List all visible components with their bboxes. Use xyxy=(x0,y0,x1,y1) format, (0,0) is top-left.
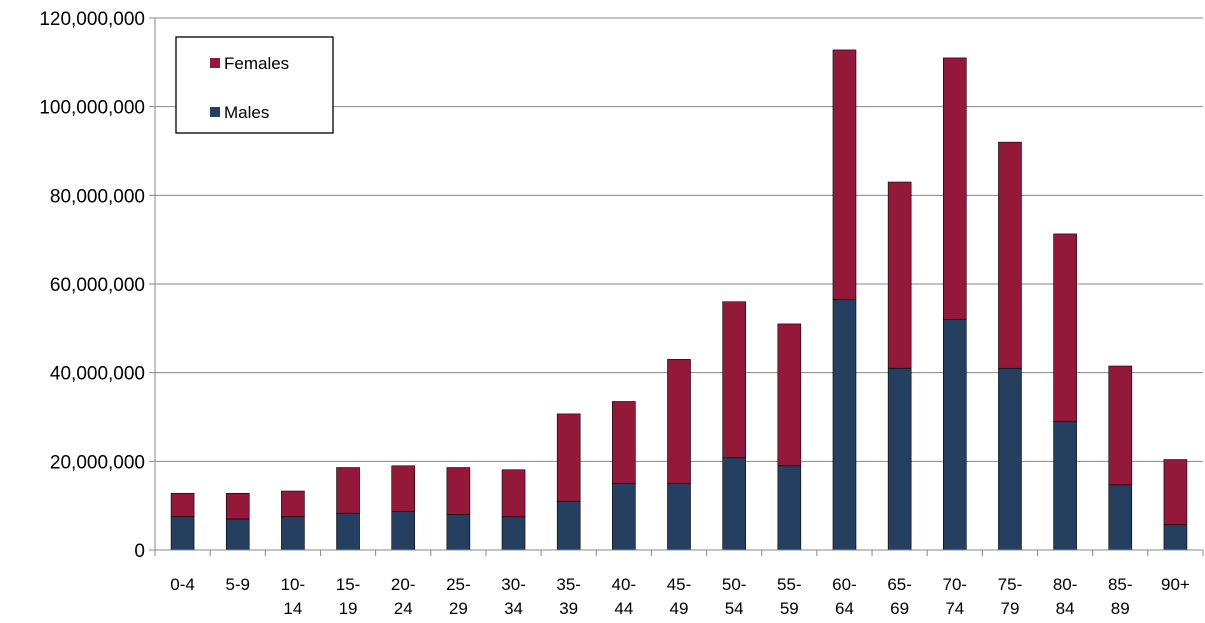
bar-males-6 xyxy=(501,516,526,551)
bar-females-3 xyxy=(336,467,360,514)
y-tick-label: 100,000,000 xyxy=(39,98,145,119)
y-tick-label: 80,000,000 xyxy=(50,186,145,207)
x-category-label: 59 xyxy=(780,599,799,618)
y-tick-label: 120,000,000 xyxy=(39,9,145,30)
legend-label-females: Females xyxy=(224,54,289,73)
legend: Females Males xyxy=(175,36,334,134)
x-category-label: 5-9 xyxy=(225,575,250,594)
bar-males-14 xyxy=(942,319,967,551)
bar-females-13 xyxy=(887,181,912,369)
bar-females-14 xyxy=(942,57,967,320)
x-category-label: 85- xyxy=(1108,575,1133,594)
y-tick-label: 60,000,000 xyxy=(50,275,145,296)
bar-females-16 xyxy=(1053,233,1077,422)
bar-females-5 xyxy=(446,467,471,515)
bar-males-10 xyxy=(722,457,746,551)
x-category-label: 65- xyxy=(887,575,912,594)
gridlines xyxy=(149,17,1204,556)
bar-males-9 xyxy=(667,483,691,551)
bar-females-2 xyxy=(281,490,305,518)
x-category-label: 54 xyxy=(725,599,744,618)
x-category-label: 50- xyxy=(722,575,747,594)
x-category-label: 29 xyxy=(449,599,468,618)
bar-females-6 xyxy=(501,469,526,518)
x-category-label: 45- xyxy=(667,575,692,594)
x-category-label: 55- xyxy=(777,575,802,594)
x-category-label: 75- xyxy=(998,575,1023,594)
x-category-label: 19 xyxy=(339,599,358,618)
bar-females-10 xyxy=(722,301,746,459)
x-category-label: 60- xyxy=(832,575,857,594)
bar-males-0 xyxy=(170,516,195,551)
bar-males-3 xyxy=(336,512,360,551)
x-category-label: 20- xyxy=(391,575,416,594)
bar-males-7 xyxy=(556,500,581,551)
x-category-label: 69 xyxy=(890,599,909,618)
bar-males-11 xyxy=(777,465,802,551)
x-category-label: 44 xyxy=(614,599,633,618)
x-category-label: 35- xyxy=(556,575,581,594)
bar-males-2 xyxy=(281,516,305,551)
legend-swatch-males xyxy=(210,107,220,117)
bar-males-13 xyxy=(887,367,912,551)
x-category-label: 80- xyxy=(1053,575,1078,594)
y-tick-labels: 0 20,000,000 40,000,000 60,000,000 80,000,00… xyxy=(39,9,145,562)
x-category-label: 90+ xyxy=(1161,575,1190,594)
bar-males-4 xyxy=(391,511,416,551)
y-tick-label: 40,000,000 xyxy=(50,364,145,385)
bar-males-17 xyxy=(1108,484,1133,551)
x-category-label: 34 xyxy=(504,599,523,618)
bar-females-15 xyxy=(998,141,1022,369)
bar-females-1 xyxy=(225,492,250,520)
legend-swatch-females xyxy=(210,58,220,68)
axes xyxy=(154,18,1203,551)
x-category-label: 70- xyxy=(943,575,968,594)
bar-females-7 xyxy=(556,413,581,502)
x-category-label: 10- xyxy=(281,575,306,594)
legend-box xyxy=(175,36,334,134)
x-category-labels: 0-4 5-9 10- 14 15- 19 20- 24 25- 29 30- 34 35- 39 40- 4… xyxy=(170,575,1190,618)
bar-females-12 xyxy=(832,49,857,300)
bar-females-18 xyxy=(1163,459,1188,526)
bar-males-16 xyxy=(1053,421,1077,551)
bar-males-5 xyxy=(446,514,471,551)
x-category-label: 79 xyxy=(1000,599,1019,618)
x-category-label: 40- xyxy=(612,575,637,594)
legend-label-males: Males xyxy=(224,103,269,122)
x-category-label: 30- xyxy=(501,575,526,594)
x-category-label: 89 xyxy=(1111,599,1130,618)
x-category-label: 15- xyxy=(336,575,361,594)
x-category-label: 64 xyxy=(835,599,854,618)
bar-males-15 xyxy=(998,367,1022,551)
x-category-label: 0-4 xyxy=(170,575,195,594)
bar-males-18 xyxy=(1163,524,1188,551)
bar-males-8 xyxy=(612,483,636,551)
bar-females-4 xyxy=(391,465,416,512)
x-category-label: 49 xyxy=(670,599,689,618)
bar-females-0 xyxy=(170,492,195,518)
x-category-label: 74 xyxy=(945,599,964,618)
bar-males-12 xyxy=(832,299,857,551)
bar-females-9 xyxy=(667,359,691,484)
bar-males-1 xyxy=(225,518,250,551)
bar-females-11 xyxy=(777,323,802,467)
bar-females-8 xyxy=(612,401,636,484)
x-category-label: 84 xyxy=(1056,599,1075,618)
y-tick-label: 0 xyxy=(134,541,145,562)
x-category-label: 24 xyxy=(394,599,413,618)
x-category-label: 25- xyxy=(446,575,471,594)
x-category-label: 14 xyxy=(283,599,302,618)
x-category-label: 39 xyxy=(559,599,578,618)
y-tick-label: 20,000,000 xyxy=(50,452,145,473)
bar-females-17 xyxy=(1108,365,1133,486)
